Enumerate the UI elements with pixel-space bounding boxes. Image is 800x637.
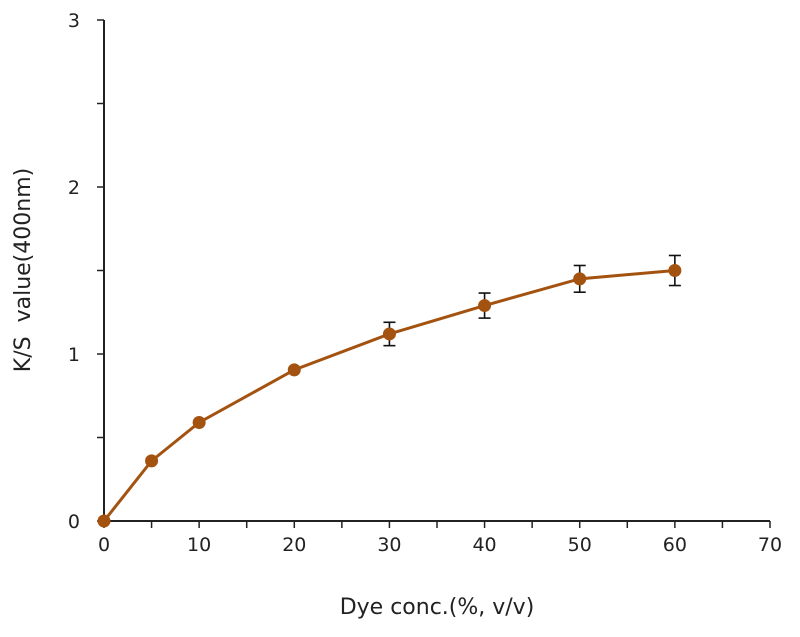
data-point	[382, 327, 396, 341]
x-tick-label: 10	[187, 534, 211, 556]
data-point	[145, 454, 159, 468]
x-tick-label: 0	[98, 534, 110, 556]
data-point	[668, 264, 682, 277]
x-axis-label: Dye conc.(%, v/v)	[340, 595, 535, 620]
plot-marks	[97, 254, 682, 528]
data-point	[573, 272, 587, 286]
series-line	[102, 269, 675, 522]
x-tick-label: 30	[377, 534, 401, 556]
data-point	[97, 514, 111, 528]
y-axis-label: K/S value(400nm)	[11, 168, 36, 372]
axes: 0 10 20 30 40 50 60 70 0 1 2 3	[68, 10, 782, 556]
x-tick-label: 40	[472, 534, 496, 556]
y-tick-label: 1	[68, 344, 80, 366]
x-tick-label: 60	[663, 534, 687, 556]
x-tick-label: 20	[282, 534, 306, 556]
y-tick-label: 2	[68, 177, 80, 199]
data-point	[478, 299, 492, 313]
x-tick-label: 70	[758, 534, 782, 556]
data-point	[287, 363, 301, 377]
x-tick-label: 50	[568, 534, 592, 556]
y-tick-label: 0	[68, 511, 80, 533]
y-tick-label: 3	[68, 10, 80, 32]
data-point	[192, 415, 206, 429]
